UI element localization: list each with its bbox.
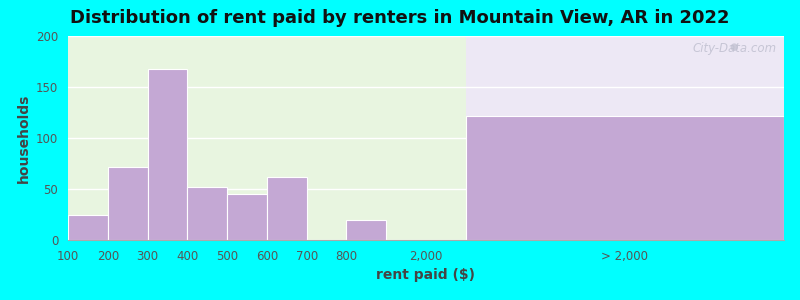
- Bar: [187, 187, 227, 240]
- Bar: [68, 214, 108, 240]
- Bar: [108, 167, 147, 240]
- Bar: [466, 36, 784, 240]
- Bar: [267, 177, 306, 240]
- Text: City-Data.com: City-Data.com: [693, 42, 777, 55]
- Bar: [466, 116, 784, 240]
- Text: ●: ●: [729, 42, 738, 52]
- Bar: [227, 194, 267, 240]
- Bar: [346, 220, 386, 240]
- Text: Distribution of rent paid by renters in Mountain View, AR in 2022: Distribution of rent paid by renters in …: [70, 9, 730, 27]
- X-axis label: rent paid ($): rent paid ($): [377, 268, 475, 282]
- Y-axis label: households: households: [17, 93, 30, 183]
- Bar: [147, 69, 187, 240]
- Bar: [68, 36, 466, 240]
